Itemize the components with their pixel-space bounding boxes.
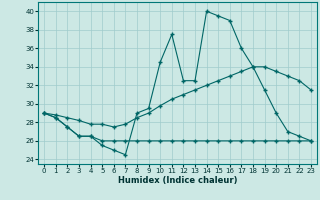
X-axis label: Humidex (Indice chaleur): Humidex (Indice chaleur) [118, 176, 237, 185]
